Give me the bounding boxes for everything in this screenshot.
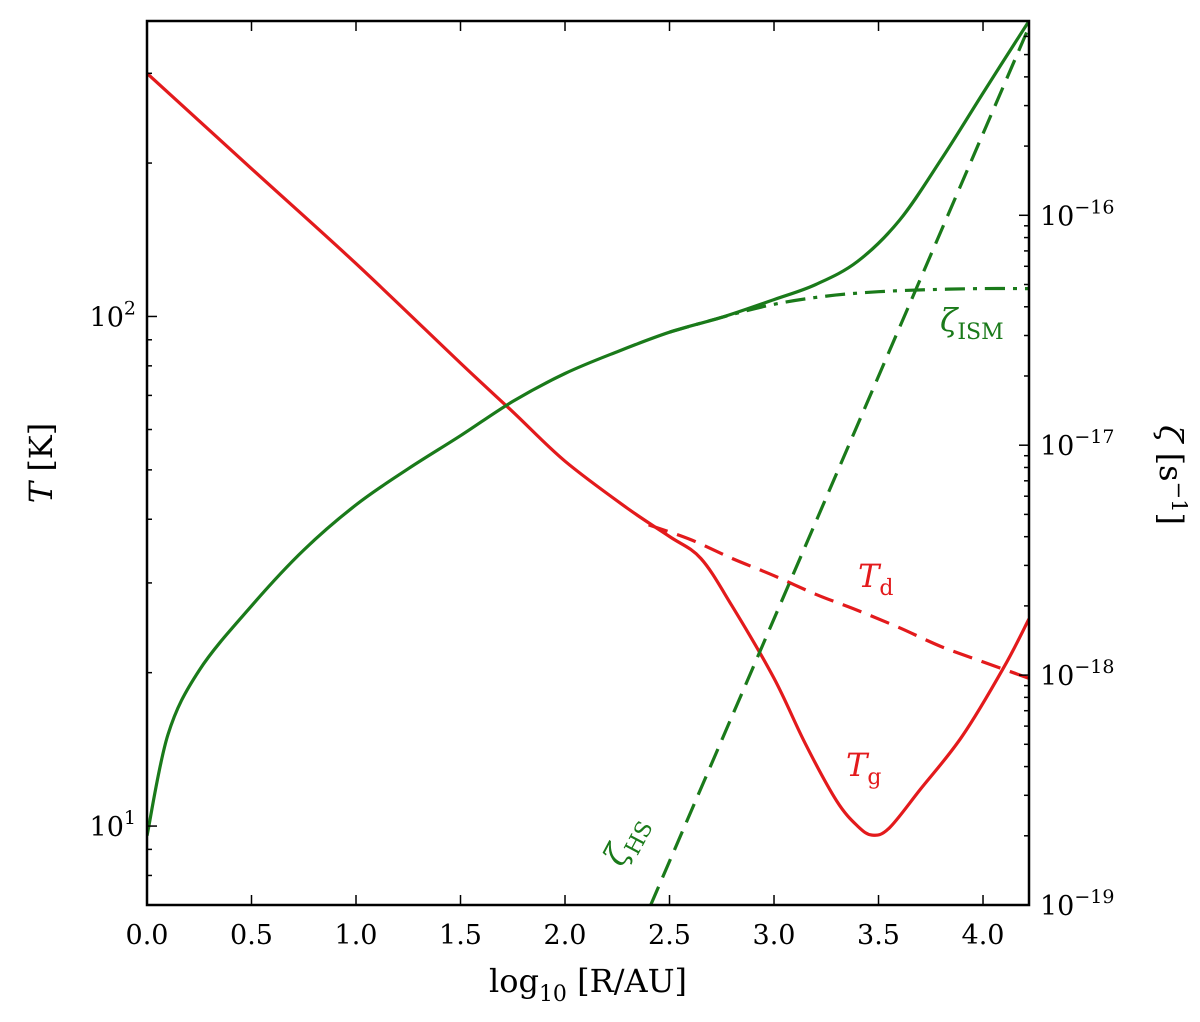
y-axis-right-unit-open: [s	[1152, 442, 1190, 481]
y-right-tick-label-0: 10−16	[1040, 196, 1114, 232]
series-line-0	[147, 72, 1029, 837]
annotation-t-d: Td	[858, 557, 893, 601]
series-line-1	[648, 523, 1029, 680]
y-axis-right-unit-sup: −1	[1167, 481, 1191, 512]
x-tick-label-4: 2.0	[544, 920, 587, 951]
y-axis-left-unit: [K]	[22, 423, 60, 482]
x-tick-label-8: 4.0	[962, 920, 1005, 951]
x-axis-label-sub: 10	[539, 982, 567, 1007]
annotation-t-g-sub: g	[867, 765, 881, 790]
x-tick-label-6: 3.0	[753, 920, 796, 951]
y-axis-left-label: T [K]	[22, 423, 60, 503]
annotation-t-g: Tg	[846, 746, 881, 790]
x-axis-label-body: [R/AU]	[567, 962, 687, 1000]
y-left-tick-label-0: 101	[90, 807, 136, 843]
y-axis-left-var: T	[22, 479, 60, 503]
x-tick-label-2: 1.0	[335, 920, 378, 951]
series-line-3	[669, 286, 1029, 334]
y-right-tick-label-3: 10−19	[1040, 886, 1114, 922]
y-left-tick-label-1: 102	[90, 297, 136, 333]
y-axis-right-unit-close: ]	[1152, 512, 1190, 524]
plot-frame	[145, 19, 1031, 907]
x-tick-label-0: 0.0	[126, 920, 169, 951]
x-tick-label-3: 1.5	[439, 920, 482, 951]
y-axis-right-label: ζ [s−1]	[1152, 425, 1191, 525]
annotation-t-d-sub: d	[879, 576, 893, 601]
x-axis-label: log10 [R/AU]	[489, 962, 687, 1007]
annotation-zeta-ism-sub: ISM	[957, 320, 1003, 345]
annotation-zeta-ism: ζISM	[940, 301, 1004, 345]
x-tick-label-7: 3.5	[857, 920, 900, 951]
annotation-zeta-ism-var: ζ	[940, 301, 959, 339]
series-line-4	[649, 26, 1029, 905]
plot-area	[147, 21, 1029, 905]
y-right-tick-label-2: 10−18	[1040, 656, 1114, 692]
y-right-tick-label-1: 10−17	[1040, 426, 1114, 462]
x-tick-label-5: 2.5	[648, 920, 691, 951]
curves-group	[147, 21, 1029, 905]
annotation-t-g-var: T	[846, 746, 870, 784]
annotation-t-d-var: T	[858, 557, 882, 595]
y-axis-right-var: ζ	[1152, 425, 1190, 444]
series-line-2	[147, 21, 1029, 837]
tick-labels-group: 0.0 0.5 1.0 1.5 2.0 2.5 3.0 3.5 4.0 101 102 10−16 10…	[90, 196, 1115, 951]
x-tick-label-1: 0.5	[230, 920, 273, 951]
x-axis-label-prefix: log	[489, 962, 539, 1000]
